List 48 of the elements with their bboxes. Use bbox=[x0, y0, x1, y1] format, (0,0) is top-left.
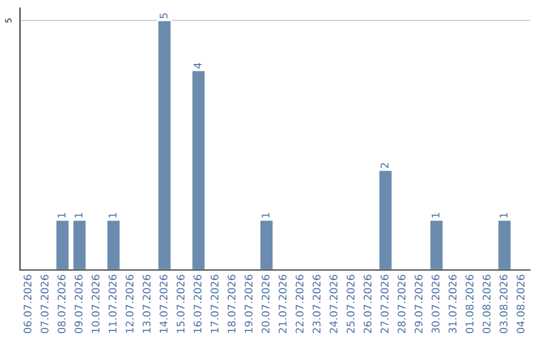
bar bbox=[106, 219, 121, 270]
x-tick-label: 30.07.2026 bbox=[432, 274, 440, 334]
data-label: 2 bbox=[380, 163, 388, 168]
x-tick-label: 28.07.2026 bbox=[398, 274, 406, 334]
x-tick-label: 08.07.2026 bbox=[58, 274, 66, 334]
x-tick-label: 15.07.2026 bbox=[176, 274, 185, 333]
data-label: 1 bbox=[108, 213, 116, 218]
x-tick-label: 06.07.2026 bbox=[24, 274, 32, 334]
x-tick-label: 31.07.2026 bbox=[448, 274, 457, 334]
x-tick-label: 10.07.2026 bbox=[92, 274, 100, 333]
bar bbox=[157, 20, 172, 270]
data-label: 1 bbox=[74, 213, 82, 218]
x-tick-label: 27.07.2026 bbox=[380, 274, 389, 334]
x-tick-label: 01.08.2026 bbox=[466, 274, 474, 334]
bar bbox=[429, 219, 444, 270]
x-tick-label: 29.07.2026 bbox=[414, 274, 423, 334]
x-tick-label: 09.07.2026 bbox=[74, 274, 83, 334]
x-tick-label: 12.07.2026 bbox=[126, 274, 134, 333]
x-tick-label: 25.07.2026 bbox=[346, 274, 355, 334]
x-tick-label: 19.07.2026 bbox=[244, 274, 253, 333]
bar bbox=[55, 219, 70, 270]
x-tick-label: 02.08.2026 bbox=[482, 274, 491, 334]
data-label: 1 bbox=[262, 213, 270, 218]
x-tick-label: 23.07.2026 bbox=[312, 274, 321, 334]
x-tick-label: 16.07.2026 bbox=[194, 274, 202, 333]
data-label: 1 bbox=[432, 213, 440, 218]
data-label: 1 bbox=[500, 213, 508, 218]
bar bbox=[191, 70, 206, 270]
x-tick-label: 24.07.2026 bbox=[330, 274, 338, 334]
bar bbox=[259, 219, 274, 270]
bar bbox=[72, 219, 87, 270]
x-tick-label: 14.07.2026 bbox=[160, 274, 168, 333]
data-label: 5 bbox=[160, 13, 168, 18]
x-tick-label: 03.08.2026 bbox=[500, 274, 508, 334]
x-tick-label: 07.07.2026 bbox=[40, 274, 49, 334]
x-tick-label: 20.07.2026 bbox=[262, 274, 270, 334]
x-tick-label: 18.07.2026 bbox=[228, 274, 236, 333]
bar bbox=[497, 219, 512, 270]
x-tick-label: 22.07.2026 bbox=[296, 274, 304, 334]
bar bbox=[378, 169, 393, 270]
x-tick-label: 17.07.2026 bbox=[210, 274, 219, 333]
x-tick-label: 13.07.2026 bbox=[142, 274, 151, 333]
x-tick-label: 26.07.2026 bbox=[364, 274, 372, 334]
x-tick-label: 04.08.2026 bbox=[516, 274, 525, 334]
x-tick-label: 11.07.2026 bbox=[108, 274, 117, 333]
data-label: 4 bbox=[194, 62, 202, 68]
data-label: 1 bbox=[58, 213, 66, 218]
x-tick-label: 21.07.2026 bbox=[278, 274, 287, 334]
